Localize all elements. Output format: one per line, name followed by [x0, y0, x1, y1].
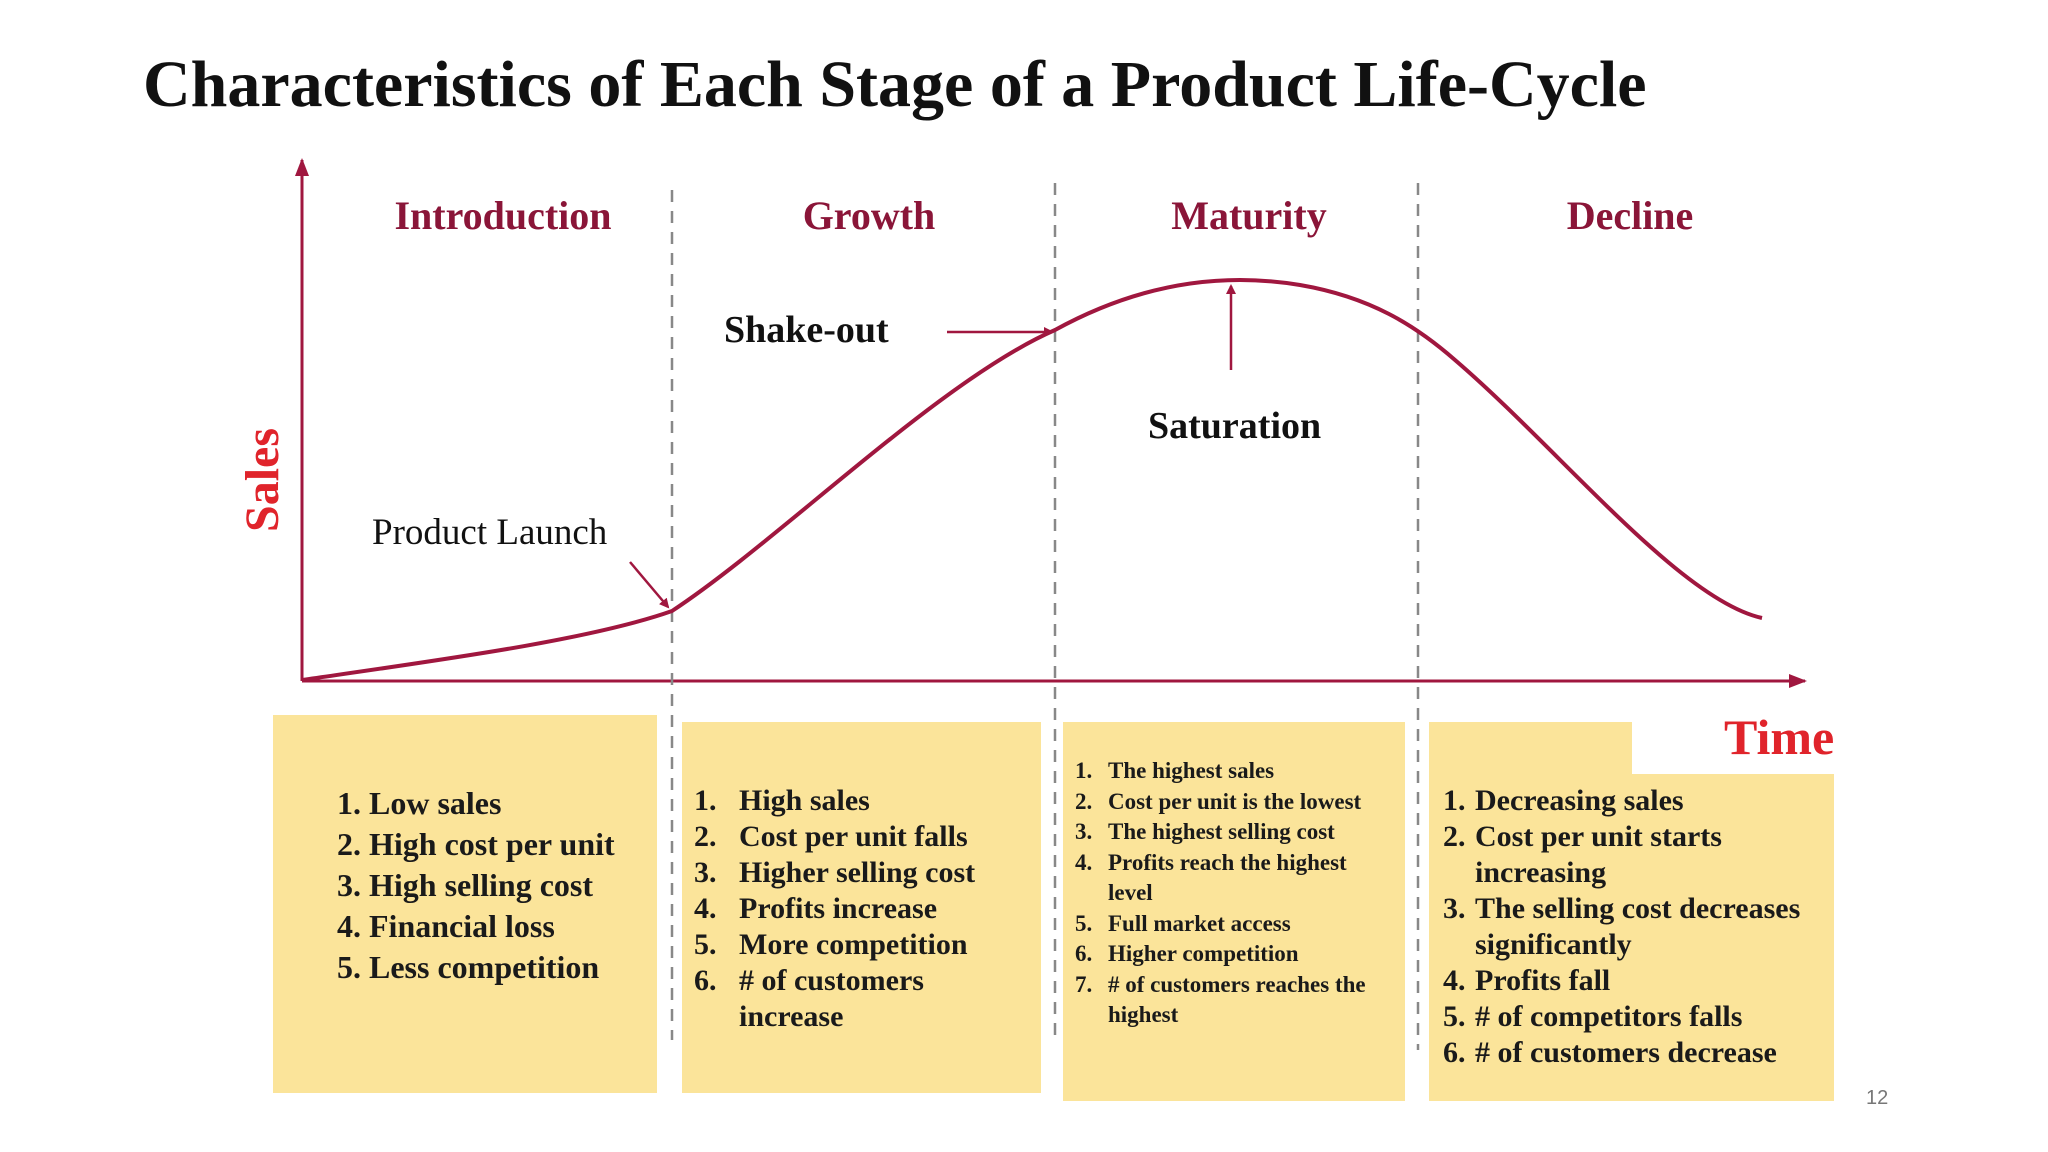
list-item: 3. Higher selling cost	[694, 856, 976, 889]
list-item: 1. Low sales	[337, 785, 502, 821]
list-item: 3. The highest selling cost	[1075, 819, 1335, 844]
list-item: 4. Financial loss	[337, 908, 555, 944]
list-item: 1. High sales	[694, 784, 870, 817]
slide-title: Characteristics of Each Stage of a Produ…	[143, 48, 1647, 121]
stage-label-growth: Growth	[803, 193, 936, 238]
stage-label-decline: Decline	[1567, 193, 1694, 238]
x-axis-label: Time	[1724, 709, 1835, 765]
list-item: 4. Profits reach the highest level	[1075, 849, 1347, 906]
annotation-saturation: Saturation	[1148, 405, 1321, 447]
list-item: 3. High selling cost	[337, 867, 594, 903]
list-item: 5. Full market access	[1075, 910, 1291, 936]
list-item: 7. # of customers reaches the highest	[1075, 971, 1366, 1028]
introduction-characteristics-box: 1. Low sales 2. High cost per unit 3. High …	[273, 715, 657, 1093]
growth-characteristics-box: 1. High sales 2. Cost per unit falls 3. Hig…	[682, 722, 1041, 1093]
stage-label-introduction: Introduction	[394, 193, 611, 238]
list-item: 4. Profits increase	[694, 892, 938, 925]
annotation-shake-out: Shake-out	[724, 309, 889, 351]
list-item: 6. # of customers increase	[694, 964, 924, 1033]
list-item: 5. Less competition	[337, 949, 600, 985]
list-item: 5. # of competitors falls	[1443, 1000, 1743, 1033]
list-item: 1. The highest sales	[1075, 758, 1275, 783]
time-label-background	[1632, 718, 1838, 774]
list-item: 3. The selling cost decreases significant…	[1443, 892, 1801, 961]
list-item: 5. More competition	[694, 928, 968, 961]
sales-curve	[301, 277, 1763, 682]
decline-characteristics-box: 1. Decreasing sales 2. Cost per unit start…	[1429, 722, 1834, 1101]
list-item: 2. Cost per unit starts increasing	[1443, 820, 1722, 889]
page-number: 12	[1866, 1087, 1889, 1109]
list-item: 2. Cost per unit is the lowest	[1075, 788, 1362, 814]
list-item: 2. Cost per unit falls	[694, 820, 968, 853]
stage-label-maturity: Maturity	[1171, 193, 1327, 238]
list-item: 6. # of customers decrease	[1443, 1036, 1777, 1069]
list-item: 1. Decreasing sales	[1443, 784, 1684, 817]
product-launch-arrow	[629, 561, 670, 609]
annotation-product-launch: Product Launch	[372, 512, 608, 553]
list-item: 6. Higher competition	[1075, 941, 1299, 966]
y-axis-label: Sales	[236, 428, 289, 532]
list-item: 2. High cost per unit	[337, 826, 615, 862]
maturity-characteristics-box: 1. The highest sales 2. Cost per unit is t…	[1063, 722, 1405, 1101]
list-item: 4. Profits fall	[1443, 964, 1611, 997]
